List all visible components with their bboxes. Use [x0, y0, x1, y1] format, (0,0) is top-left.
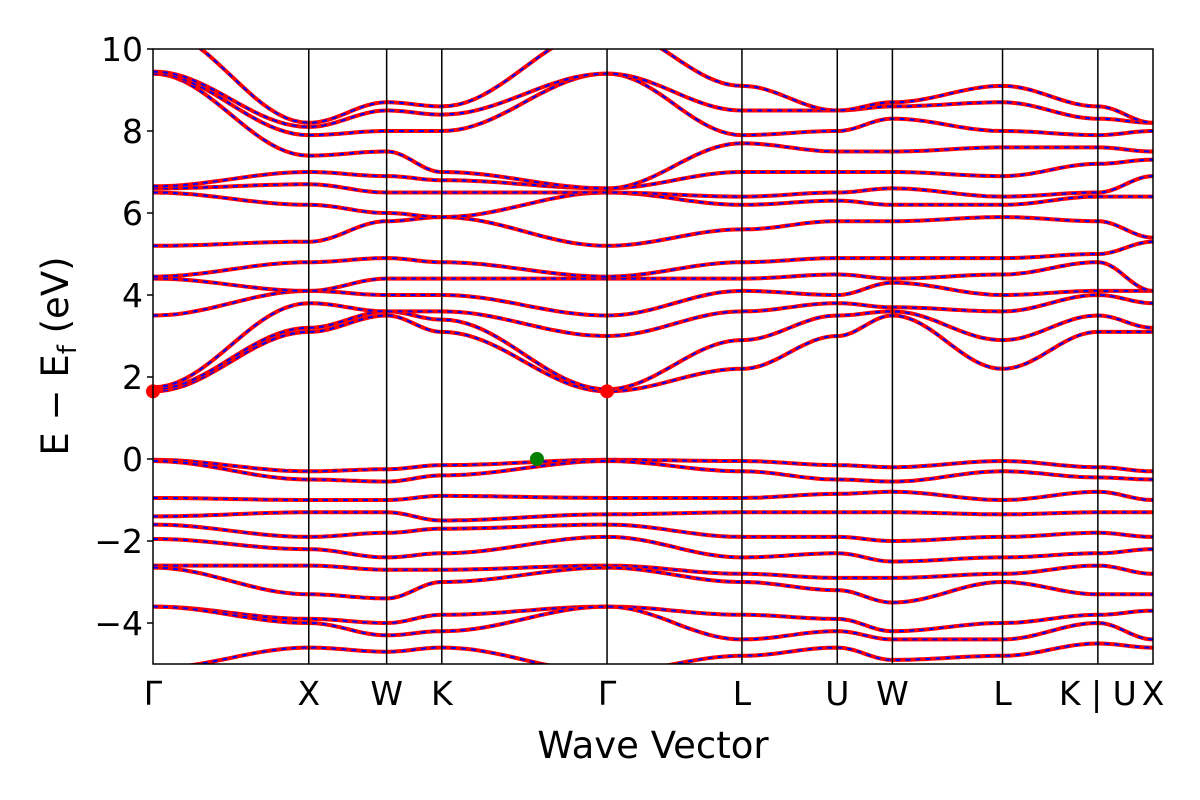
y-tick-label: 0 [122, 440, 143, 479]
y-axis-label: E − Ef (eV) [34, 256, 83, 455]
band-overlay-3 [153, 511, 1153, 522]
band-overlay-0 [153, 458, 1153, 473]
plot-frame [152, 48, 1154, 665]
y-tick-label: −4 [94, 604, 143, 643]
extrema-markers [146, 384, 615, 466]
cbm-marker [600, 384, 615, 399]
band-overlay-19 [153, 175, 1153, 198]
x-tick-label: W [370, 674, 403, 713]
y-tick-label: 10 [101, 30, 143, 69]
y-tick-label: 4 [122, 276, 143, 315]
band-overlay-6 [153, 564, 1153, 579]
band-overlay-14 [153, 281, 1153, 317]
x-tick-label: X [1142, 674, 1165, 713]
kpoint-lines [308, 49, 1099, 664]
x-tick-label: L [733, 674, 752, 713]
band-overlay-24 [199, 49, 1153, 124]
vbm-marker [529, 452, 544, 466]
band-overlay-13 [153, 293, 1153, 389]
band-overlay-2 [153, 490, 1153, 502]
x-tick-label: K [431, 674, 454, 713]
y-tick-label: 6 [122, 194, 143, 233]
x-axis-label: Wave Vector [537, 724, 769, 767]
x-tick-label: W [876, 674, 909, 713]
y-tick-label: −2 [94, 522, 143, 561]
y-tick-label: 8 [122, 112, 143, 151]
x-tick-label: L [993, 674, 1012, 713]
x-tick-label: Γ [144, 674, 163, 713]
band-overlay-17 [153, 216, 1153, 247]
band-overlay-9 [153, 605, 1153, 641]
y-axis-ticks: −4 −2 0 2 4 6 8 10 [94, 30, 153, 643]
band-overlay-7 [153, 566, 1153, 604]
x-tick-label: X [297, 674, 320, 713]
y-tick-label: 2 [122, 358, 143, 397]
band-overlay-21 [153, 72, 1153, 190]
x-tick-label: Γ [598, 674, 617, 713]
x-tick-label: U [825, 674, 849, 713]
x-tick-label: K | U [1059, 674, 1137, 713]
